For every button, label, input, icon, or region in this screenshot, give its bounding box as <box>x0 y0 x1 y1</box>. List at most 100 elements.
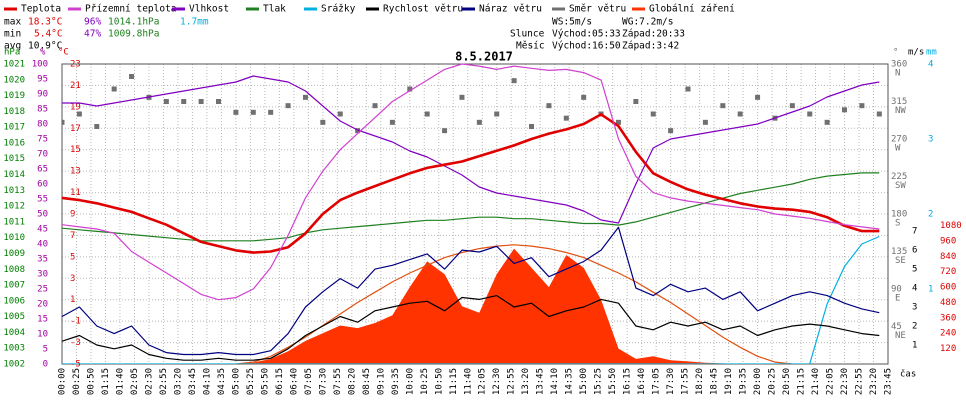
x-tick-label: 13:20 <box>521 368 531 395</box>
y-tick-label: 80 <box>37 120 48 130</box>
y-tick-label: -1 <box>70 317 81 327</box>
x-tick-label: 05:25 <box>246 368 256 395</box>
direction-point <box>529 124 535 129</box>
y-tick-label: 45 <box>37 225 48 235</box>
y-tick-label: 20 <box>37 300 48 310</box>
x-tick-label: 10:50 <box>434 368 444 395</box>
y-tick-label: 4 <box>928 60 933 70</box>
y-tick-label: 1004 <box>3 328 25 338</box>
direction-point <box>615 119 621 125</box>
y-tick-label: 1005 <box>3 312 25 322</box>
direction-point <box>424 111 430 117</box>
y-tick-label: 40 <box>37 240 48 250</box>
x-tick-label: 20:25 <box>768 368 778 395</box>
direction-point <box>494 111 500 117</box>
x-tick-label: 15:00 <box>579 368 589 395</box>
direction-point <box>720 103 726 109</box>
direction-point <box>824 119 830 125</box>
legend-label: Náraz větru <box>479 4 542 15</box>
y-tick-label: 5 <box>70 252 75 262</box>
y-tick-label: 480 <box>940 298 956 308</box>
y-tick-label: 1002 <box>3 360 25 370</box>
y-tick-direction: S <box>895 219 900 229</box>
x-tick-label: 01:40 <box>115 368 125 395</box>
stat-temp: 5.4°C <box>34 29 63 40</box>
direction-point <box>546 103 552 109</box>
y-tick-label: 70 <box>37 150 48 160</box>
x-tick-label: 12:30 <box>492 368 502 395</box>
y-tick-label: 10 <box>37 330 48 340</box>
y-tick-label: 1010 <box>3 233 25 243</box>
y-tick-direction: NW <box>895 106 906 116</box>
series-area <box>62 248 880 364</box>
y-tick-label: 6 <box>912 246 917 256</box>
y-tick-label: 270 <box>891 135 907 145</box>
legend-label: Tlak <box>263 4 286 15</box>
y-tick-label: 240 <box>940 329 956 339</box>
y-axis-label: m/s <box>908 48 924 58</box>
y-tick-label: 21 <box>70 81 81 91</box>
x-tick-label: 09:10 <box>376 368 386 395</box>
direction-point <box>563 115 569 121</box>
y-tick-label: 3 <box>912 303 917 313</box>
y-tick-label: 1003 <box>3 344 25 354</box>
y-tick-label: 30 <box>37 270 48 280</box>
x-tick-label: 03:45 <box>188 368 198 395</box>
x-tick-label: 12:55 <box>507 368 517 395</box>
direction-point <box>62 119 65 125</box>
y-axis-label: °C <box>58 48 69 58</box>
y-tick-label: 1019 <box>3 91 25 101</box>
y-tick-label: 65 <box>37 165 48 175</box>
x-tick-label: 20:50 <box>782 368 792 395</box>
x-tick-label: 02:55 <box>159 368 169 395</box>
x-tick-label: 00:00 <box>58 368 68 395</box>
x-tick-label: 04:35 <box>217 368 227 395</box>
stat-rain: 1.7mm <box>180 17 209 28</box>
x-tick-label: 00:25 <box>72 368 82 395</box>
x-tick-label: 13:45 <box>536 368 546 395</box>
y-tick-label: 75 <box>37 135 48 145</box>
series-line <box>62 75 880 224</box>
x-tick-label: 11:40 <box>463 368 473 395</box>
y-tick-direction: N <box>895 69 900 79</box>
y-tick-label: 3 <box>70 274 75 284</box>
y-tick-label: 35 <box>37 255 48 265</box>
y-tick-label: 19 <box>70 102 81 112</box>
sun-set: Západ:20:33 <box>622 29 685 40</box>
y-tick-direction: SE <box>895 256 906 266</box>
y-tick-label: 315 <box>891 97 907 107</box>
x-tick-label: 15:50 <box>608 368 618 395</box>
x-tick-label: 14:10 <box>550 368 560 395</box>
direction-point <box>702 119 708 125</box>
x-tick-label: 16:40 <box>637 368 647 395</box>
direction-point <box>181 99 187 104</box>
y-tick-label: 95 <box>37 75 48 85</box>
x-tick-label: 15:25 <box>594 368 604 395</box>
direction-point <box>163 99 169 104</box>
direction-point <box>216 99 222 104</box>
direction-point <box>755 94 761 100</box>
y-tick-label: 1008 <box>3 265 25 275</box>
y-tick-label: 1015 <box>3 154 25 164</box>
y-tick-label: 1011 <box>3 217 25 227</box>
x-tick-label: 05:50 <box>260 368 270 395</box>
y-tick-label: 15 <box>37 315 48 325</box>
x-tick-label: 09:35 <box>391 368 401 395</box>
y-tick-label: 225 <box>891 172 907 182</box>
y-tick-label: 1080 <box>940 221 962 231</box>
direction-point <box>389 119 395 125</box>
x-tick-label: 16:15 <box>623 368 633 395</box>
y-tick-label: 55 <box>37 195 48 205</box>
y-tick-label: 1009 <box>3 249 25 259</box>
stat-label: max <box>4 17 21 28</box>
moon-set: Západ:3:42 <box>622 41 679 52</box>
direction-point <box>302 94 308 100</box>
y-tick-label: 1017 <box>3 123 25 133</box>
y-tick-label: 25 <box>37 285 48 295</box>
stat-humidity: 47% <box>84 29 101 40</box>
y-tick-label: 11 <box>70 188 81 198</box>
series-line <box>62 63 880 301</box>
direction-point <box>650 111 656 117</box>
x-tick-label: 21:15 <box>797 368 807 395</box>
plot-marks <box>62 63 882 364</box>
